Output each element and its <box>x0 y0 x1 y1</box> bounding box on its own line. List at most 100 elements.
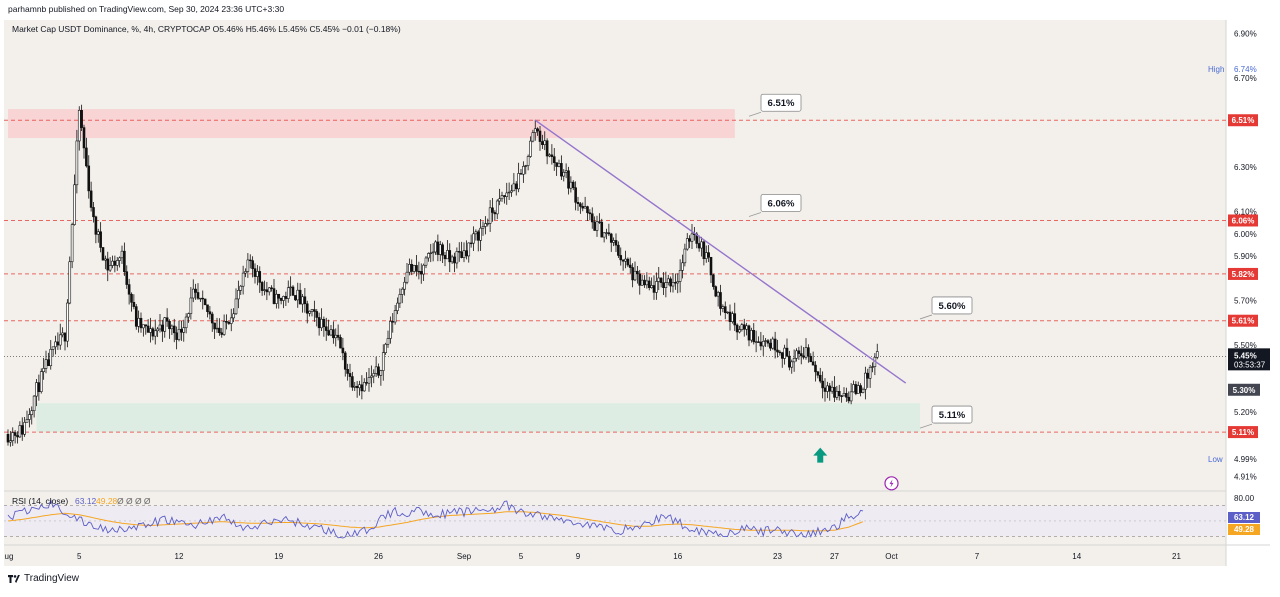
candle-body <box>317 317 321 329</box>
candle-body <box>222 321 226 335</box>
candle-body <box>733 313 737 326</box>
x-tick-9: 23 <box>773 552 782 561</box>
candle-body <box>828 385 832 392</box>
zone-resistance <box>8 109 735 139</box>
candle-body <box>427 253 430 259</box>
zone-support <box>36 403 920 433</box>
gray-label-bg <box>1228 383 1260 396</box>
candle-body <box>189 297 193 314</box>
candle-body <box>569 181 573 189</box>
level-label-bg-3 <box>1228 314 1258 327</box>
candle-body <box>196 292 200 299</box>
candle-body <box>586 206 589 214</box>
candle-body <box>536 128 539 132</box>
candle-body <box>469 242 473 245</box>
candle-body <box>795 350 798 359</box>
candle-body <box>42 368 45 372</box>
candle-body <box>802 355 805 358</box>
candle-body <box>662 282 665 288</box>
candle-body <box>265 289 269 293</box>
candle-body <box>187 313 190 318</box>
candle-body <box>294 295 297 301</box>
candle-body <box>875 351 879 358</box>
candle-body <box>417 270 421 273</box>
candle-body <box>358 384 361 389</box>
candle-body <box>80 110 83 128</box>
candle-body <box>726 311 729 314</box>
candle-body <box>821 380 824 389</box>
candle-body <box>560 163 563 177</box>
candle-body <box>82 127 86 149</box>
high-value: 6.74% <box>1234 65 1257 74</box>
candle-body <box>491 207 494 213</box>
candle-body <box>598 221 601 223</box>
candle-body <box>177 328 181 340</box>
callout-leader-0 <box>748 111 762 117</box>
candle-body <box>533 128 537 133</box>
candle-body <box>529 140 532 157</box>
candle-body <box>115 260 119 266</box>
candle-body <box>99 231 102 248</box>
candle-body <box>723 306 727 313</box>
lightning-icon <box>889 479 894 488</box>
candle-body <box>127 284 131 295</box>
candle-body <box>545 140 549 157</box>
candle-body <box>628 264 632 268</box>
gray-label: 5.30% <box>1233 386 1256 395</box>
rsi-ma-bg <box>1228 524 1260 535</box>
candle-body <box>248 259 252 262</box>
candle-body <box>681 262 684 271</box>
candle-body <box>467 242 471 257</box>
candles-layer <box>6 104 879 447</box>
candle-body <box>125 271 129 285</box>
candle-body <box>429 252 433 254</box>
candle-body <box>9 440 12 443</box>
candle-body <box>405 271 409 283</box>
candle-body <box>799 353 803 357</box>
candle-body <box>301 296 304 305</box>
candle-body <box>576 202 580 205</box>
candle-body <box>647 280 651 288</box>
candle-body <box>237 290 240 300</box>
candle-body <box>690 233 694 242</box>
candle-body <box>752 330 756 343</box>
candle-body <box>728 311 732 322</box>
candle-body <box>607 232 611 235</box>
candle-body <box>761 341 765 347</box>
candle-body <box>180 328 183 333</box>
candle-body <box>18 425 22 438</box>
candle-body <box>590 213 594 223</box>
candle-body <box>450 256 454 263</box>
candle-body <box>70 224 74 263</box>
candle-body <box>593 221 596 231</box>
candle-body <box>410 264 414 272</box>
candle-body <box>381 352 385 371</box>
candle-body <box>840 395 843 397</box>
candle-body <box>30 410 34 415</box>
candle-body <box>113 260 117 266</box>
candle-body <box>562 172 566 177</box>
candle-body <box>175 332 178 340</box>
candle-body <box>488 207 492 224</box>
candle-body <box>804 347 808 358</box>
callout-label-3: 5.11% <box>939 410 966 421</box>
y-tick-9: 4.99% <box>1234 455 1257 464</box>
candle-body <box>58 334 62 346</box>
candle-body <box>199 297 202 300</box>
candle-body <box>303 296 307 305</box>
candle-body <box>574 187 577 203</box>
candle-body <box>16 435 19 438</box>
candle-body <box>856 385 860 394</box>
candle-body <box>165 317 169 322</box>
candle-body <box>669 278 672 287</box>
candle-body <box>182 327 186 333</box>
candle-body <box>365 382 368 384</box>
candle-body <box>422 264 425 275</box>
candle-body <box>168 320 171 330</box>
current-label: 5.45% <box>1234 351 1257 360</box>
candle-body <box>676 281 680 284</box>
candle-body <box>555 162 558 167</box>
candle-body <box>54 341 57 348</box>
